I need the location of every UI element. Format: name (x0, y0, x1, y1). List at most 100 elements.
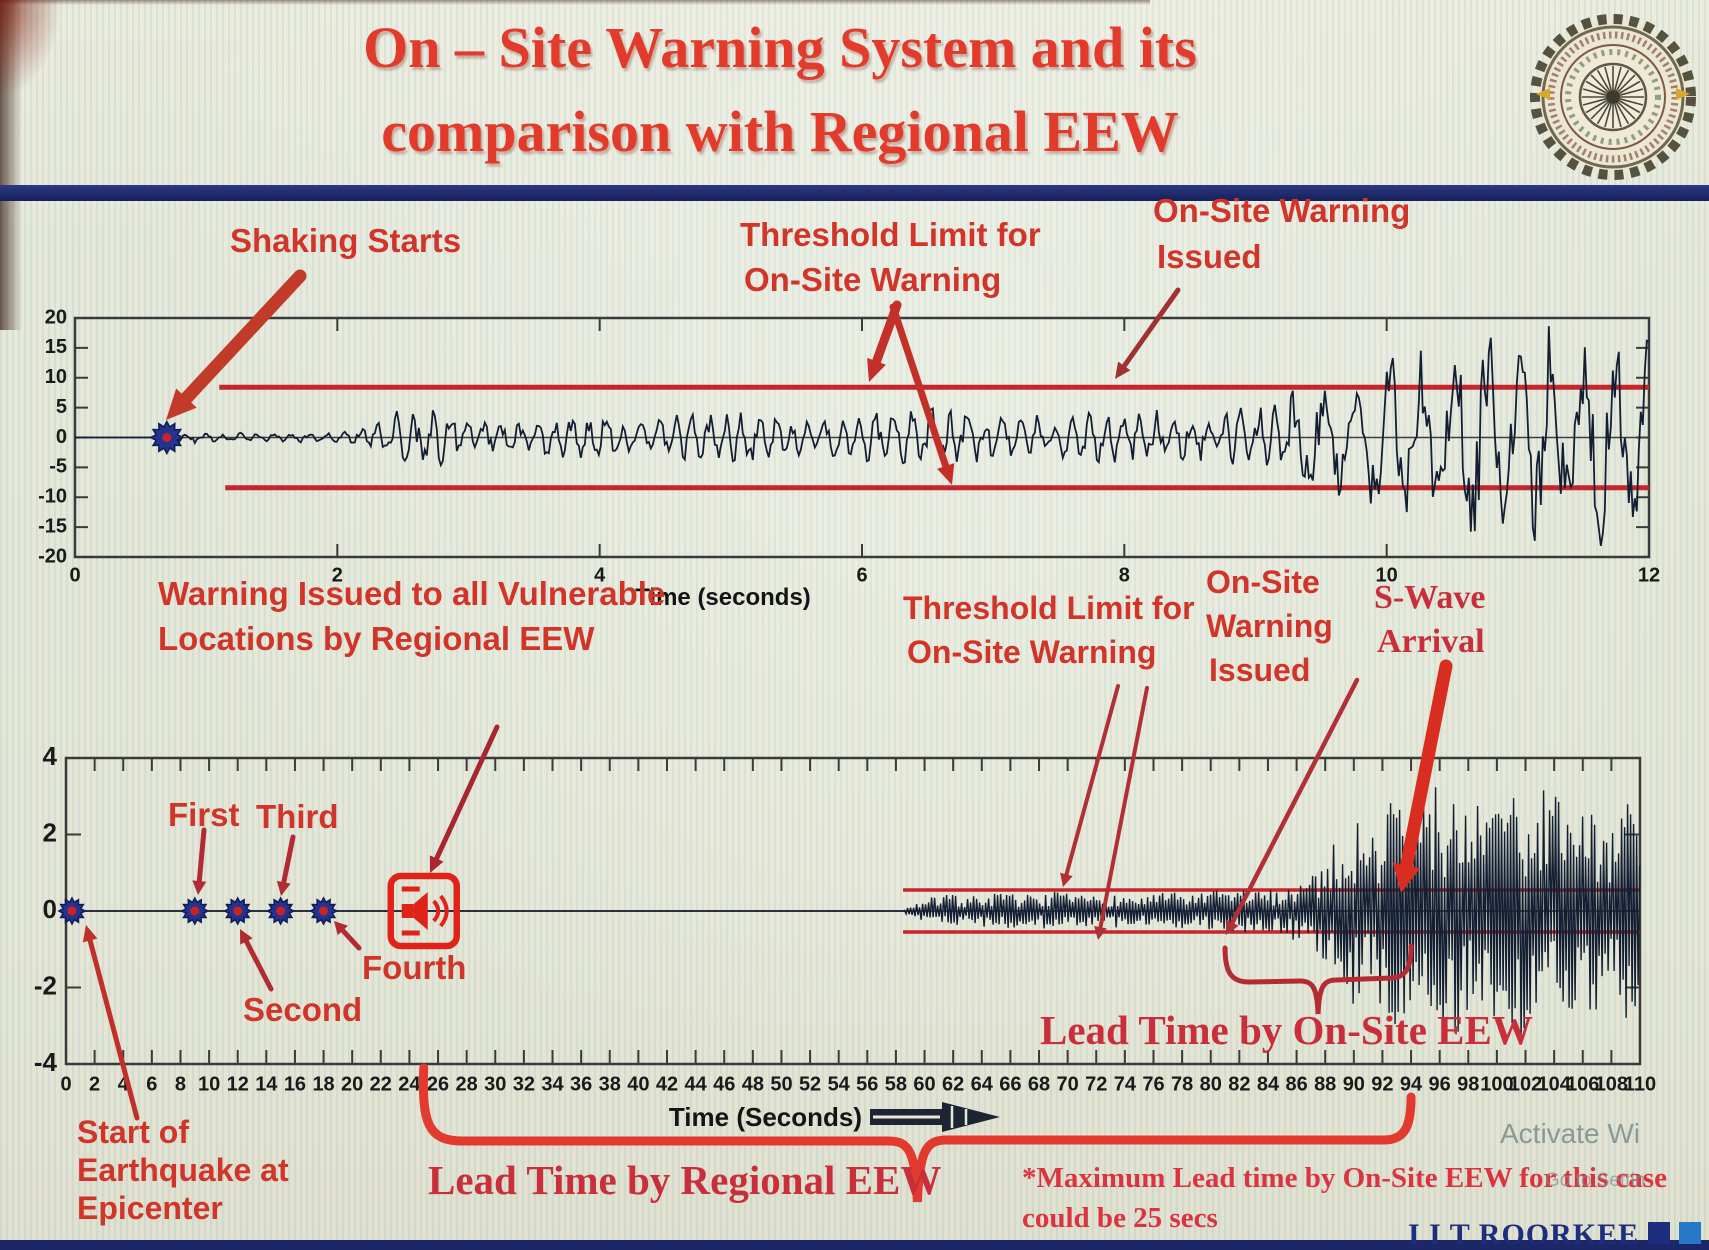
lead-time-onsite-label: Lead Time by On-Site EEW (1040, 1007, 1533, 1053)
bottom-chart-xlabel: Time (Seconds) (668, 1102, 862, 1132)
lead-time-regional-label: Lead Time by Regional EEW (428, 1157, 942, 1203)
svg-text:30: 30 (484, 1074, 506, 1096)
svg-text:82: 82 (1228, 1074, 1250, 1096)
warning-vulnerable-label-line2: Locations by Regional EEW (158, 620, 595, 657)
svg-text:6: 6 (856, 565, 867, 587)
svg-text:78: 78 (1171, 1074, 1193, 1096)
svg-text:42: 42 (656, 1074, 678, 1096)
time-axis-arrow-icon (870, 1102, 1000, 1132)
iit-roorkee-brand-squares (1639, 1218, 1709, 1250)
footnote-line2: could be 25 secs (1022, 1202, 1218, 1234)
svg-text:54: 54 (828, 1074, 851, 1096)
svg-text:36: 36 (570, 1074, 592, 1096)
svg-text:40: 40 (627, 1074, 649, 1096)
svg-text:-20: -20 (38, 545, 67, 567)
top-chart-waveform (75, 326, 1650, 546)
svg-text:0: 0 (43, 894, 57, 924)
svg-text:-10: -10 (38, 486, 67, 508)
onsite-warning-issued-top-label-line1: On-Site Warning (1153, 192, 1411, 229)
third-detection-label: Third (256, 798, 339, 835)
svg-text:38: 38 (599, 1074, 621, 1096)
svg-text:14: 14 (255, 1074, 278, 1096)
svg-text:15: 15 (45, 336, 67, 358)
svg-text:104: 104 (1537, 1074, 1571, 1096)
svg-text:50: 50 (770, 1074, 792, 1096)
swave-arrival-label-line1: S-Wave (1374, 579, 1486, 616)
first-detection-label: First (168, 796, 240, 833)
iit-roorkee-wordmark: I I T ROORKEE (1408, 1218, 1709, 1250)
photo-edge-corner (0, 0, 60, 95)
svg-text:-2: -2 (34, 970, 57, 1000)
svg-text:-15: -15 (38, 515, 67, 537)
activate-windows-watermark: Activate Wi (1500, 1118, 1641, 1149)
svg-text:4: 4 (43, 741, 58, 771)
footnote-line1: *Maximum Lead time by On-Site EEW for th… (1022, 1162, 1667, 1194)
svg-text:0: 0 (69, 565, 80, 587)
svg-text:34: 34 (541, 1074, 564, 1096)
start-epicenter-label-line1: Start of (77, 1114, 189, 1150)
svg-text:26: 26 (427, 1074, 449, 1096)
shaking-starts-label: Shaking Starts (230, 222, 462, 259)
threshold-limit-top-label-line2: On-Site Warning (744, 261, 1002, 298)
svg-text:2: 2 (43, 817, 57, 847)
svg-text:106: 106 (1566, 1074, 1599, 1096)
svg-text:2: 2 (89, 1074, 100, 1096)
lead-time-onsite-brace (1222, 943, 1414, 1015)
detection-markers (57, 896, 339, 926)
svg-text:22: 22 (370, 1074, 392, 1096)
svg-text:16: 16 (284, 1074, 306, 1096)
svg-text:48: 48 (742, 1074, 764, 1096)
svg-text:18: 18 (312, 1074, 334, 1096)
svg-text:62: 62 (942, 1074, 964, 1096)
photo-edge-top (0, 0, 1150, 5)
svg-text:94: 94 (1400, 1074, 1423, 1096)
svg-text:10: 10 (45, 366, 67, 388)
svg-text:44: 44 (684, 1074, 707, 1096)
second-detection-label: Second (243, 991, 363, 1028)
svg-text:10: 10 (1376, 565, 1398, 587)
onsite-warning-issued-top-label-line2: Issued (1157, 238, 1262, 275)
fourth-detection-label: Fourth (362, 949, 467, 986)
svg-text:4: 4 (594, 565, 606, 587)
svg-text:64: 64 (971, 1074, 994, 1096)
bottom-chart-axes: 0 2 4 6 8 10 12 14 16 18 20 22 24 26 28 30 32 34 36 38 40 42 4… (34, 741, 1656, 1096)
brand-square (1679, 1222, 1702, 1244)
slide-title: On – Site Warning System and its compari… (150, 6, 1410, 174)
svg-text:102: 102 (1509, 1074, 1542, 1096)
svg-text:110: 110 (1624, 1074, 1656, 1096)
svg-text:58: 58 (885, 1074, 907, 1096)
svg-text:-5: -5 (49, 456, 67, 478)
onsite-warning-issued-bottom-label-line3: Issued (1209, 652, 1311, 688)
svg-text:98: 98 (1457, 1074, 1479, 1096)
start-epicenter-label-line2: Earthquake at (77, 1152, 289, 1188)
svg-text:24: 24 (398, 1074, 421, 1096)
top-chart-xlabel: Time (seconds) (635, 584, 811, 611)
svg-text:0: 0 (60, 1074, 71, 1096)
svg-text:28: 28 (456, 1074, 478, 1096)
svg-text:46: 46 (713, 1074, 735, 1096)
svg-text:108: 108 (1595, 1074, 1628, 1096)
svg-text:10: 10 (198, 1074, 220, 1096)
iit-roorkee-logo-icon (1530, 14, 1696, 180)
svg-text:84: 84 (1257, 1074, 1280, 1096)
svg-text:6: 6 (146, 1074, 157, 1096)
watermark-settings-line: Go to Settin (1545, 1170, 1646, 1191)
svg-text:76: 76 (1142, 1074, 1164, 1096)
regional-warning-alarm-icon (387, 872, 460, 950)
bottom-chart-waveform (66, 787, 1641, 1041)
title-divider-bar (0, 185, 1709, 201)
svg-text:96: 96 (1429, 1074, 1451, 1096)
svg-text:2: 2 (332, 565, 343, 587)
svg-text:66: 66 (999, 1074, 1021, 1096)
svg-text:12: 12 (227, 1074, 249, 1096)
slide-title-line1: On – Site Warning System and its (363, 15, 1197, 80)
swave-arrival-label-line2: Arrival (1377, 623, 1485, 660)
footer-bar (0, 1240, 1709, 1250)
lead-time-regional-bracket (418, 1063, 1416, 1203)
svg-text:88: 88 (1314, 1074, 1336, 1096)
slide-title-line2: comparison with Regional EEW (381, 99, 1179, 164)
svg-text:80: 80 (1200, 1074, 1222, 1096)
svg-text:8: 8 (175, 1074, 186, 1096)
annotation-arrows (82, 269, 1453, 1121)
threshold-limit-bottom-label-line1: Threshold Limit for (903, 590, 1195, 626)
